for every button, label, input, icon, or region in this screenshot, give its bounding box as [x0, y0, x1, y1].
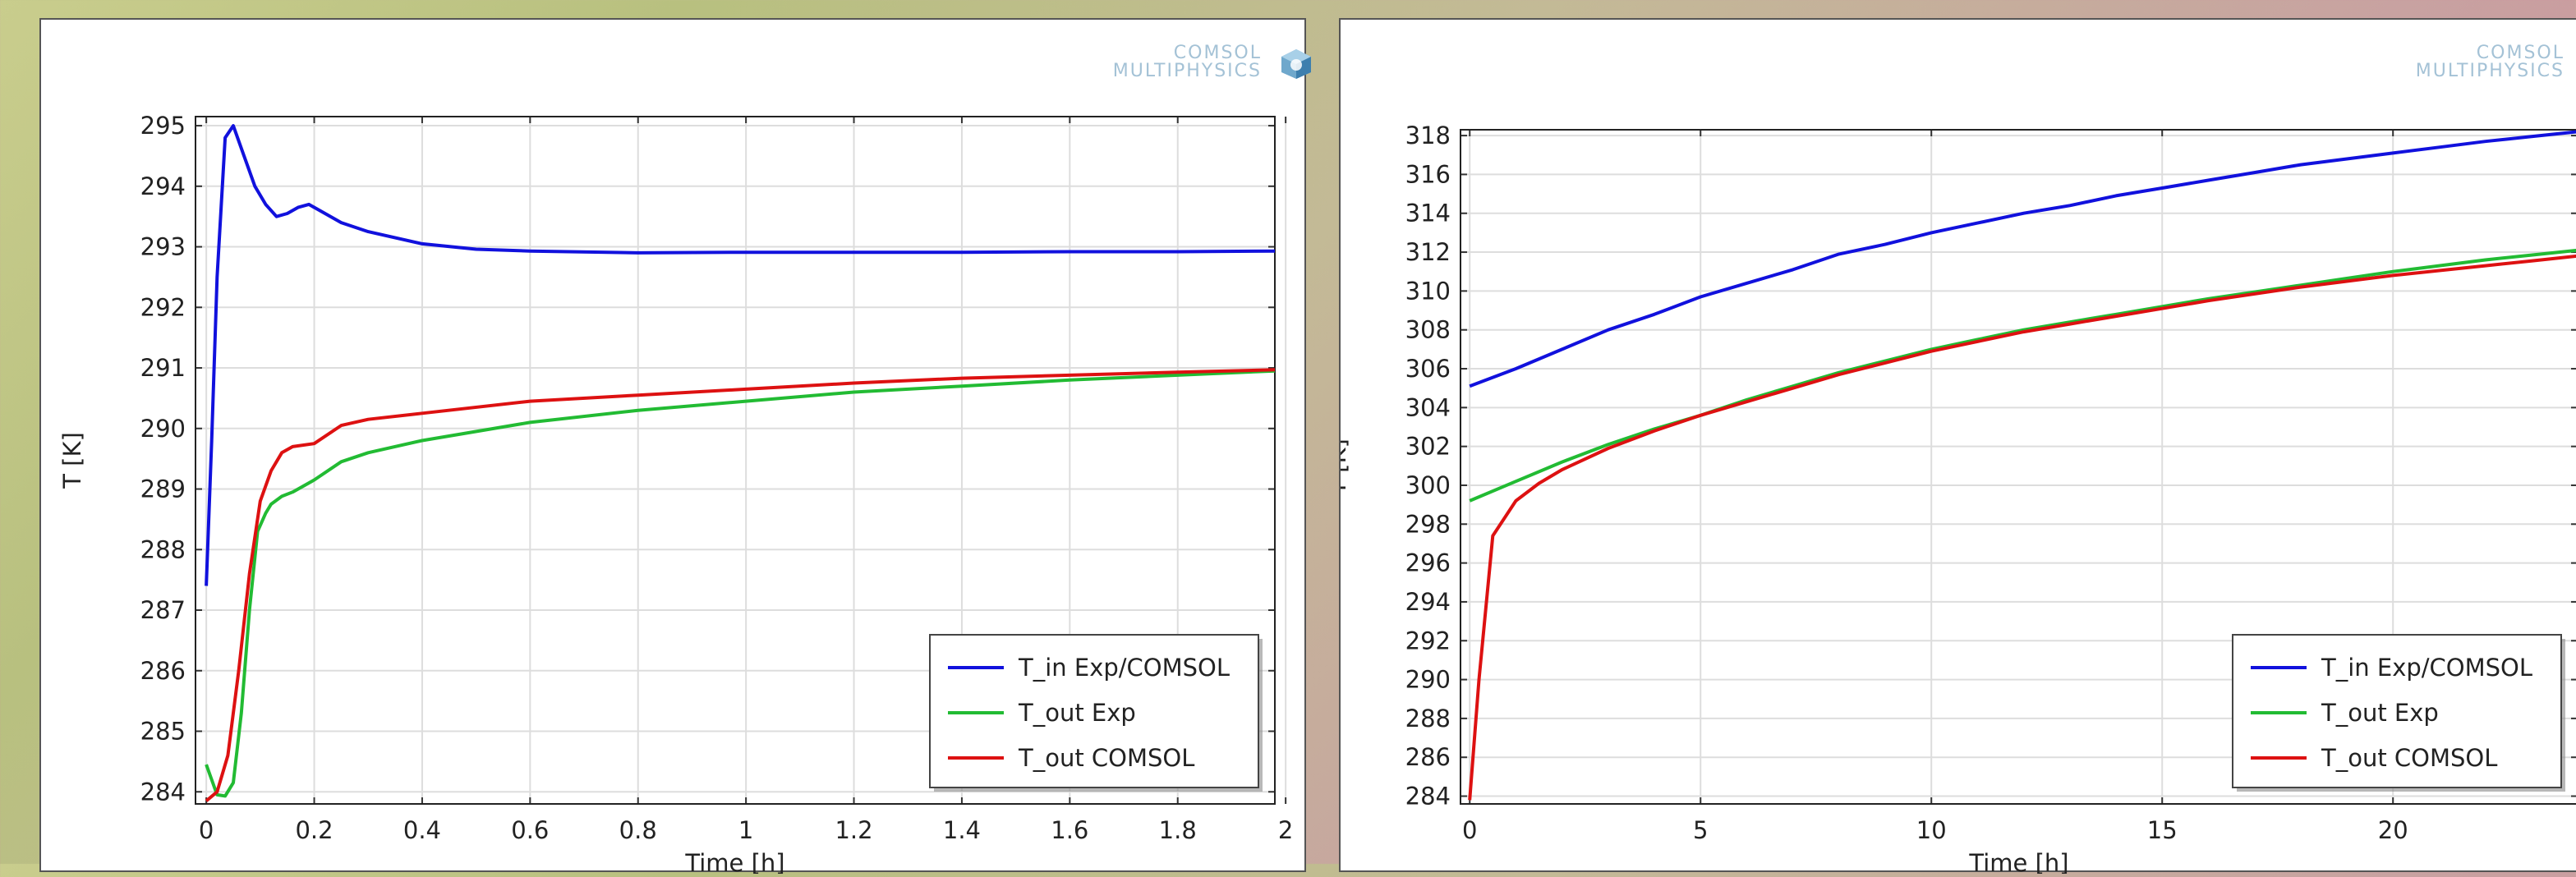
chart-right: 0 5 10 15 20 284 286 288 290 292 294 296 298 300 302 30… — [1323, 122, 2576, 877]
cube-icon — [1281, 49, 1311, 79]
x-axis-label: Time [h] — [684, 849, 784, 874]
series-line-1 — [205, 124, 1275, 586]
y-tick-label: 284 — [140, 778, 186, 806]
y-tick-label: 304 — [1405, 393, 1451, 421]
series-line-3 — [205, 368, 1275, 802]
series-line-1 — [1469, 130, 2576, 388]
chart-panel-left: COMSOL MULTIPHYSICS 0 0.2 0.4 0.6 0.8 1 1.2 1.4… — [39, 18, 1311, 877]
y-tick-label: 306 — [1405, 355, 1451, 383]
y-tick-label: 302 — [1405, 433, 1451, 461]
series-line-3 — [1468, 254, 2576, 801]
y-tick-label: 294 — [140, 172, 186, 200]
x-tick-label: 1 — [738, 816, 753, 844]
y-tick-label: 295 — [140, 112, 186, 140]
legend-label: T_in Exp/COMSOL — [1018, 654, 1230, 682]
y-tick-label: 290 — [1405, 666, 1451, 694]
y-tick-label: 296 — [1405, 549, 1451, 577]
legend-label: T_in Exp/COMSOL — [2321, 654, 2532, 682]
chart-left: 0 0.2 0.4 0.6 0.8 1 1.2 1.4 1.6 1.8 2 284 285 286 287 2… — [58, 112, 1293, 877]
y-tick-label: 292 — [140, 293, 186, 321]
x-tick-label: 1.2 — [835, 816, 872, 844]
legend-label: T_out Exp — [1018, 699, 1136, 727]
y-axis-label: T [K] — [58, 432, 86, 489]
y-tick-label: 286 — [140, 657, 186, 685]
logo-line2: MULTIPHYSICS — [1112, 61, 1262, 81]
x-tick-label: 0 — [1462, 816, 1477, 844]
x-tick-label: 0.4 — [403, 816, 441, 844]
logo-line1: COMSOL — [2476, 43, 2564, 63]
y-tick-label: 288 — [1405, 705, 1451, 732]
x-tick-label: 10 — [1916, 816, 1947, 844]
x-tick-label: 5 — [1693, 816, 1708, 844]
y-tick-label: 285 — [140, 718, 186, 746]
logo-line1: COMSOL — [1173, 43, 1262, 63]
y-tick-label: 287 — [140, 596, 186, 624]
y-tick-label: 290 — [140, 415, 186, 443]
legend-label: T_out COMSOL — [2321, 744, 2497, 772]
x-tick-label: 0.2 — [295, 816, 333, 844]
x-axis-label: Time [h] — [1968, 849, 2068, 874]
y-tick-label: 300 — [1405, 471, 1451, 499]
y-tick-label: 292 — [1405, 627, 1451, 654]
y-tick-label: 294 — [1405, 588, 1451, 616]
grid — [1460, 130, 2576, 804]
comsol-logo: COMSOL MULTIPHYSICS — [2416, 44, 2564, 80]
y-tick-label: 286 — [1405, 743, 1451, 771]
series-line-2 — [205, 369, 1275, 798]
x-tick-label: 0.8 — [619, 816, 657, 844]
y-tick-label: 293 — [140, 233, 186, 261]
comsol-logo: COMSOL MULTIPHYSICS — [1112, 43, 1311, 81]
y-tick-label: 291 — [140, 354, 186, 382]
y-tick-label: 310 — [1405, 277, 1451, 305]
chart-panel-right: COMSOL MULTIPHYSICS 0 5 10 15 20 284 286 288 290… — [1323, 18, 2576, 877]
x-tick-label: 0.6 — [511, 816, 549, 844]
legend: T_in Exp/COMSOL T_out Exp T_out COMSOL — [929, 634, 1263, 792]
legend-label: T_out Exp — [2321, 699, 2439, 727]
x-tick-label: 20 — [2378, 816, 2408, 844]
x-tick-label: 1.8 — [1159, 816, 1197, 844]
x-tick-label: 1.6 — [1051, 816, 1088, 844]
series-line-2 — [1469, 248, 2576, 503]
legend: T_in Exp/COMSOL T_out Exp T_out COMSOL — [2232, 634, 2565, 792]
y-axis-label: T [K] — [1341, 438, 1351, 496]
plot-frame — [195, 116, 1276, 805]
x-tick-label: 0 — [199, 816, 214, 844]
plot-frame — [1460, 129, 2576, 805]
x-tick-label: 1.4 — [943, 816, 981, 844]
y-tick-label: 289 — [140, 475, 186, 503]
y-tick-label: 318 — [1405, 122, 1451, 149]
logo-line2: MULTIPHYSICS — [2415, 61, 2564, 81]
y-tick-label: 316 — [1405, 160, 1451, 188]
y-tick-label: 298 — [1405, 510, 1451, 538]
y-tick-label: 284 — [1405, 783, 1451, 810]
y-tick-label: 288 — [140, 535, 186, 563]
y-tick-label: 314 — [1405, 200, 1451, 227]
x-tick-label: 15 — [2147, 816, 2178, 844]
y-tick-label: 312 — [1405, 238, 1451, 266]
x-tick-label: 2 — [1278, 816, 1293, 844]
legend-label: T_out COMSOL — [1018, 744, 1194, 772]
y-tick-label: 308 — [1405, 316, 1451, 344]
